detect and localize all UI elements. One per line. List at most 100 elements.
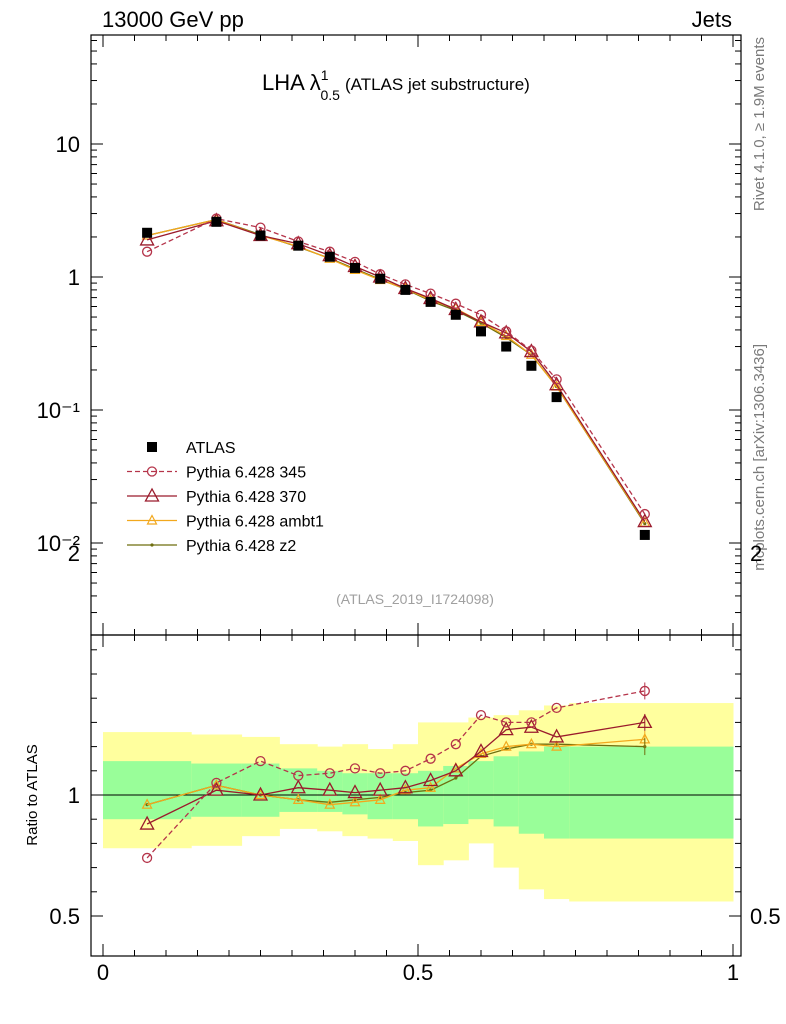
title-superscript: 1: [321, 67, 329, 83]
main-data-point: [450, 309, 461, 320]
main-p345-point: [141, 246, 153, 257]
header-energy-label: 13000 GeV pp: [102, 7, 244, 32]
main-data-point: [211, 216, 222, 227]
ratio-ambt1-point: [399, 783, 411, 795]
ratio-y-tick-label-right: 2: [750, 541, 762, 566]
main-p345-point: [551, 374, 562, 385]
y-tick-label: 1: [68, 265, 80, 290]
ratio-p370-line: [146, 721, 645, 825]
ratio-p370-point: [322, 781, 338, 796]
ratio-p370-point: [139, 815, 155, 830]
ratio-p370-point: [347, 784, 363, 799]
ratio-z2-point: [454, 776, 458, 780]
ratio-p345-point: [255, 755, 266, 767]
main-p345-line: [146, 217, 646, 515]
ratio-ambt1-point: [141, 798, 153, 809]
legend-marker-p370: [144, 487, 160, 502]
main-data-point: [293, 240, 304, 251]
uncertainty-bands: [103, 703, 734, 902]
ratio-axis-label: Ratio to ATLAS: [24, 744, 41, 845]
ratio-p345-point: [293, 770, 304, 781]
legend-label-p370: Pythia 6.428 370: [186, 489, 306, 506]
ratio-ambt1-point: [292, 793, 304, 804]
main-p370-point: [637, 513, 653, 528]
legend-marker-ambt1: [146, 514, 158, 525]
inner-band-bin: [544, 746, 570, 839]
main-data-point: [501, 341, 512, 352]
main-data-point: [425, 296, 436, 307]
ratio-p345-point: [551, 702, 562, 714]
ratio-p370-point: [397, 779, 413, 794]
legend-marker-p345: [146, 466, 158, 477]
ratio-ambt1-point: [425, 781, 437, 792]
ratio-p345-point: [141, 852, 153, 864]
title-main: LHA λ: [262, 70, 321, 95]
ratio-plot-panel: [103, 703, 734, 902]
header-jets-label: Jets: [692, 7, 732, 32]
inner-band-bin: [418, 770, 444, 827]
ratio-p345-point: [349, 763, 361, 774]
ratio-p345-point: [375, 768, 386, 779]
main-data-point: [350, 262, 360, 273]
legend-label-z2: Pythia 6.428 z2: [186, 538, 296, 555]
main-p370-point: [523, 343, 539, 358]
x-tick-label: 1: [727, 960, 739, 985]
legend-label-ambt1: Pythia 6.428 ambt1: [186, 514, 324, 531]
inner-band-bin: [468, 761, 495, 820]
mcplots-source-label: mcplots.cern.ch [arXiv:1306.3436]: [751, 344, 768, 571]
ratio-p345-point: [211, 777, 222, 789]
main-p345-point: [526, 345, 537, 356]
ratio-p370-point: [290, 779, 306, 794]
ratio-p370-point: [549, 728, 565, 743]
ratio-p370-point: [252, 786, 269, 801]
ratio-p345-point: [526, 717, 537, 728]
legend-marker-z2: [150, 543, 154, 547]
main-z2-point: [643, 521, 647, 526]
main-p345-point: [501, 326, 512, 337]
inner-band-bin: [103, 761, 192, 820]
ratio-ambt1-point: [551, 740, 563, 751]
main-data-point: [324, 251, 335, 262]
main-data-point: [400, 284, 411, 295]
ratio-ambt1-point: [349, 795, 361, 807]
ratio-p345-point: [324, 768, 335, 779]
main-data-point: [476, 326, 486, 337]
main-data-point: [255, 230, 266, 241]
plot-title: LHA λ1 0.5(ATLAS jet substructure): [262, 67, 530, 103]
ratio-p370-point: [498, 721, 514, 736]
ratio-y-tick-label: 0.5: [49, 904, 80, 929]
y-tick-label: 10⁻¹: [37, 398, 80, 423]
ratio-p370-point: [448, 762, 464, 777]
ratio-p345-point: [501, 717, 512, 728]
title-subscript: 0.5: [321, 87, 341, 103]
main-data-point: [639, 529, 650, 540]
ratio-ambt1-point: [324, 798, 336, 809]
ratio-y-tick-label: 2: [68, 541, 80, 566]
main-p345-point: [639, 508, 650, 520]
ratio-p345-point: [400, 765, 411, 776]
main-p370-point: [139, 231, 155, 246]
ratio-p345-point: [450, 739, 461, 750]
ratio-p345-point: [475, 709, 487, 721]
ratio-p370-point: [423, 772, 439, 787]
ratio-p370-point: [208, 781, 224, 796]
main-p345-point: [450, 298, 461, 309]
main-p370-point: [498, 324, 514, 339]
legend-marker-data: [147, 442, 157, 452]
ratio-p370-point: [372, 781, 388, 796]
y-tick-label: 10: [56, 132, 80, 157]
y-tick-label: 10⁻²: [37, 531, 80, 556]
ratio-ambt1-line: [146, 738, 645, 806]
inner-band-bin: [342, 773, 369, 815]
legend-label-data: ATLAS: [186, 440, 236, 457]
title-subtitle: (ATLAS jet substructure): [345, 75, 530, 94]
inner-band-bin: [518, 751, 545, 834]
ratio-y-tick-label-right: 0.5: [750, 904, 781, 929]
analysis-id-label: (ATLAS_2019_I1724098): [336, 591, 494, 607]
main-p345-point: [475, 309, 487, 320]
main-data-point: [526, 360, 537, 371]
main-data-point: [375, 273, 386, 284]
ratio-ambt1-point: [500, 740, 512, 751]
